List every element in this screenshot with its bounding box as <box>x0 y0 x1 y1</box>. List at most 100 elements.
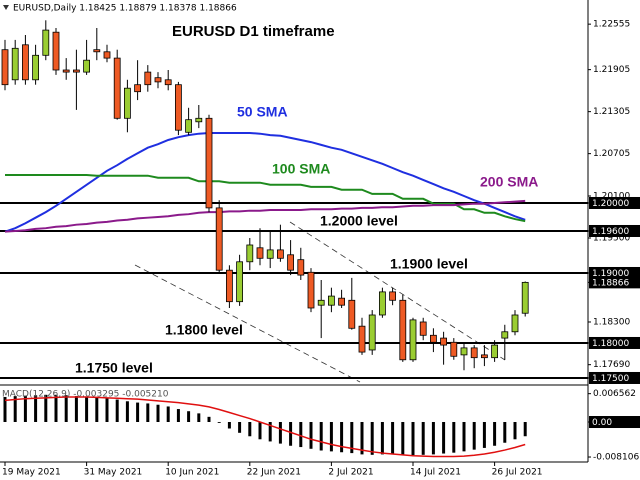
candle-body <box>327 295 335 306</box>
symbol-icon <box>3 5 9 10</box>
sma-label: 200 SMA <box>480 174 538 190</box>
macd-tick-label: -0.008106 <box>593 453 639 463</box>
level-annotation: 1.1800 level <box>165 322 243 338</box>
candle-body <box>11 47 19 81</box>
candle-body <box>491 344 499 359</box>
channel-line <box>289 221 506 361</box>
level-label-box <box>589 336 640 349</box>
candle-body <box>73 69 80 73</box>
level-label: 1.19600 <box>592 227 629 237</box>
candle-body <box>225 269 233 303</box>
candle-body <box>276 249 284 259</box>
macd-tick-label: 0.00 <box>592 418 612 428</box>
y-tick-label: 1.20705 <box>593 149 630 159</box>
candle-body <box>103 51 111 59</box>
level-label: 1.18000 <box>592 339 629 349</box>
candle-body <box>460 347 468 356</box>
candle-body <box>368 314 376 351</box>
x-tick-label: 26 Jul 2021 <box>492 468 543 478</box>
candle-body <box>440 337 448 346</box>
candle-body <box>389 291 397 301</box>
candle-body <box>52 31 60 71</box>
candle-body <box>154 77 162 83</box>
candle-body <box>1 49 9 86</box>
candle-body <box>287 254 295 271</box>
candle-body <box>185 119 193 133</box>
macd-header: MACD(12,26,9) -0.003295 -0.005210 <box>2 390 169 400</box>
candle-body <box>409 319 417 361</box>
candle-body <box>174 84 182 131</box>
candle-body <box>501 331 509 339</box>
candle-body <box>338 297 346 306</box>
candle-body <box>307 271 315 309</box>
candle-body <box>450 341 458 357</box>
x-tick-label: 31 May 2021 <box>84 468 143 478</box>
candle-body <box>266 249 274 259</box>
x-tick-label: 19 May 2021 <box>2 468 61 478</box>
level-annotation: 1.1900 level <box>390 256 468 272</box>
y-tick-label: 1.21905 <box>593 65 630 75</box>
candle-body <box>256 247 264 259</box>
candle-body <box>215 207 223 271</box>
channel-line <box>134 264 361 383</box>
sma-label: 50 SMA <box>237 104 288 120</box>
current-price-label: 1.18866 <box>592 278 629 288</box>
x-tick-label: 2 Jul 2021 <box>328 468 373 478</box>
level-annotation: 1.2000 level <box>320 213 398 229</box>
signal-line <box>4 396 526 458</box>
y-tick-label: 1.18300 <box>593 317 630 327</box>
symbol-header: EURUSD,Daily 1.18425 1.18879 1.18378 1.1… <box>13 4 237 14</box>
candle-body <box>511 314 519 333</box>
y-tick-label: 1.21305 <box>593 107 630 117</box>
candle-body <box>62 69 70 73</box>
candle-body <box>42 29 50 56</box>
candle-body <box>134 84 142 93</box>
level-label: 1.17500 <box>592 374 629 384</box>
candle-body <box>195 117 203 123</box>
candle-body <box>378 291 386 316</box>
candle-body <box>297 259 305 276</box>
level-label: 1.19000 <box>592 269 629 279</box>
level-label: 1.20000 <box>592 199 629 209</box>
level-label-box <box>589 371 640 384</box>
chart-title: EURUSD D1 timeframe <box>172 23 335 40</box>
y-tick-label: 1.19500 <box>593 233 630 243</box>
candle-body <box>348 299 356 329</box>
x-tick-label: 14 Jul 2021 <box>410 468 461 478</box>
sma-line <box>4 199 526 233</box>
macd-tick-label-box <box>589 416 640 429</box>
level-label-box <box>589 224 640 237</box>
candle-body <box>399 299 407 361</box>
candle-body <box>358 325 366 353</box>
candle-body <box>470 347 478 359</box>
sma-line <box>5 173 526 223</box>
candle-body <box>521 281 529 314</box>
candle-body <box>480 354 488 359</box>
candle-body <box>236 261 244 303</box>
x-tick-label: 10 Jun 2021 <box>165 468 219 478</box>
candle-body <box>83 59 90 73</box>
candle-body <box>144 71 152 86</box>
macd-tick-label: 0.006562 <box>593 389 636 399</box>
plot-area <box>0 20 588 458</box>
level-label-box <box>589 196 640 209</box>
x-tick-label: 22 Jun 2021 <box>247 468 301 478</box>
candle-body <box>246 244 254 263</box>
y-tick-label: 1.17690 <box>593 360 630 370</box>
candle-body <box>93 49 101 53</box>
sma-label: 100 SMA <box>272 161 330 177</box>
candle-body <box>205 117 213 209</box>
candle-body <box>113 57 121 119</box>
candle-body <box>21 44 29 81</box>
candle-body <box>164 79 172 86</box>
current-price-label-box <box>589 276 640 289</box>
y-tick-label: 1.20100 <box>593 191 630 201</box>
candle-body <box>429 334 437 343</box>
candle-body <box>124 87 131 119</box>
candle-body <box>32 54 39 81</box>
candle-body <box>317 299 325 306</box>
y-tick-label: 1.22555 <box>593 20 630 30</box>
level-annotation: 1.1750 level <box>75 360 153 376</box>
sma-line <box>4 131 526 233</box>
